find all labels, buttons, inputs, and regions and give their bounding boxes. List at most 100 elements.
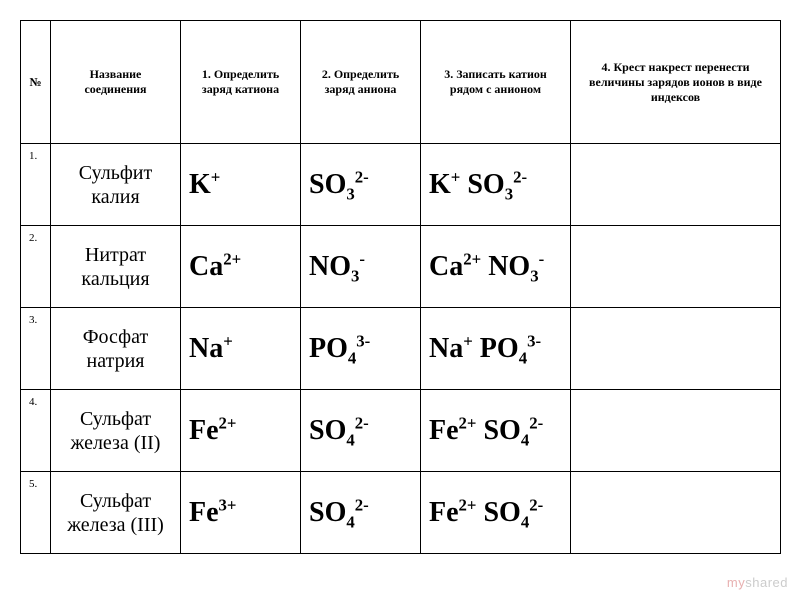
row-number: 2. (21, 226, 51, 308)
compound-name-line2: железа (III) (67, 514, 164, 536)
compound-name-line1: Нитрат (85, 244, 146, 266)
anion-cell: SO32- (301, 144, 421, 226)
pair-anion-charge: 2- (513, 167, 527, 186)
pair-anion-charge: 2- (529, 413, 543, 432)
pair-cell: K+ SO32- (421, 144, 571, 226)
pair-anion-base: SO (483, 415, 520, 446)
pair-cation-charge: 2+ (459, 413, 477, 432)
anion-base: PO (309, 333, 348, 364)
compound-name: Нитраткальция (51, 226, 181, 308)
cation-base: K (189, 169, 211, 200)
row-number: 5. (21, 472, 51, 554)
table-body: 1.СульфиткалияK+SO32-K+ SO32-2.Нитраткал… (21, 144, 781, 554)
compound-name-line2: калия (91, 186, 139, 208)
cation-charge: + (223, 331, 233, 350)
table-row: 1.СульфиткалияK+SO32-K+ SO32- (21, 144, 781, 226)
watermark: myshared (727, 575, 788, 590)
compound-name-line1: Сульфат (80, 408, 151, 430)
pair-anion-base: NO (488, 251, 530, 282)
cation-charge: 2+ (223, 249, 241, 268)
anion-charge: 2- (355, 495, 369, 514)
anion-subscript: 4 (346, 512, 354, 531)
cation-cell: Na+ (181, 308, 301, 390)
compound-name-line1: Фосфат (83, 326, 148, 348)
compound-name: Фосфатнатрия (51, 308, 181, 390)
cross-cell (571, 144, 781, 226)
table-row: 4.Сульфатжелеза (II)Fe2+SO42-Fe2+ SO42- (21, 390, 781, 472)
cation-base: Fe (189, 497, 219, 528)
pair-anion-subscript: 3 (505, 184, 513, 203)
header-name: Название соединения (51, 21, 181, 144)
cation-charge: 3+ (219, 495, 237, 514)
anion-subscript: 3 (346, 184, 354, 203)
pair-cation-charge: 2+ (463, 249, 481, 268)
anion-cell: SO42- (301, 472, 421, 554)
table-header: № Название соединения 1. Определить заря… (21, 21, 781, 144)
row-number: 3. (21, 308, 51, 390)
pair-anion-subscript: 4 (521, 430, 529, 449)
pair-cell: Fe2+ SO42- (421, 390, 571, 472)
pair-cation-charge: + (463, 331, 473, 350)
cation-base: Ca (189, 251, 223, 282)
row-number: 4. (21, 390, 51, 472)
anion-subscript: 4 (346, 430, 354, 449)
cation-cell: Ca2+ (181, 226, 301, 308)
pair-anion-subscript: 4 (521, 512, 529, 531)
cation-base: Fe (189, 415, 219, 446)
watermark-shared: shared (745, 575, 788, 590)
table-row: 2.НитраткальцияCa2+NO3-Ca2+ NO3- (21, 226, 781, 308)
pair-cation-charge: + (451, 167, 461, 186)
cross-cell (571, 226, 781, 308)
anion-base: SO (309, 497, 346, 528)
header-cation: 1. Определить заряд катиона (181, 21, 301, 144)
pair-cation-base: Fe (429, 497, 459, 528)
anion-cell: SO42- (301, 390, 421, 472)
header-cross: 4. Крест накрест перенести величины заря… (571, 21, 781, 144)
row-number: 1. (21, 144, 51, 226)
anion-subscript: 4 (348, 348, 356, 367)
cross-cell (571, 472, 781, 554)
anion-charge: 2- (355, 413, 369, 432)
anion-base: SO (309, 169, 346, 200)
compound-name-line2: железа (II) (71, 432, 161, 454)
anion-charge: 2- (355, 167, 369, 186)
pair-anion-subscript: 4 (519, 348, 527, 367)
table-row: 3.ФосфатнатрияNa+PO43-Na+ PO43- (21, 308, 781, 390)
compound-name-line1: Сульфит (79, 162, 152, 184)
cation-cell: K+ (181, 144, 301, 226)
compound-name: Сульфатжелеза (III) (51, 472, 181, 554)
anion-charge: - (359, 249, 365, 268)
pair-cation-base: Ca (429, 251, 463, 282)
pair-anion-charge: 3- (527, 331, 541, 350)
anion-base: SO (309, 415, 346, 446)
cation-charge: + (211, 167, 221, 186)
anion-subscript: 3 (351, 266, 359, 285)
pair-anion-subscript: 3 (530, 266, 538, 285)
cross-cell (571, 390, 781, 472)
compound-name-line1: Сульфат (80, 490, 151, 512)
pair-anion-base: SO (467, 169, 504, 200)
pair-cell: Fe2+ SO42- (421, 472, 571, 554)
pair-cation-base: Fe (429, 415, 459, 446)
table-row: 5.Сульфатжелеза (III)Fe3+SO42-Fe2+ SO42- (21, 472, 781, 554)
anion-cell: NO3- (301, 226, 421, 308)
header-anion: 2. Определить заряд аниона (301, 21, 421, 144)
anion-base: NO (309, 251, 351, 282)
anion-charge: 3- (356, 331, 370, 350)
pair-anion-charge: 2- (529, 495, 543, 514)
chemistry-table: № Название соединения 1. Определить заря… (20, 20, 781, 554)
header-pair: 3. Записать катион рядом с анионом (421, 21, 571, 144)
pair-anion-base: PO (480, 333, 519, 364)
cation-cell: Fe2+ (181, 390, 301, 472)
pair-cell: Na+ PO43- (421, 308, 571, 390)
pair-cation-charge: 2+ (459, 495, 477, 514)
cross-cell (571, 308, 781, 390)
pair-anion-base: SO (483, 497, 520, 528)
pair-cell: Ca2+ NO3- (421, 226, 571, 308)
pair-cation-base: K (429, 169, 451, 200)
anion-cell: PO43- (301, 308, 421, 390)
cation-cell: Fe3+ (181, 472, 301, 554)
header-num: № (21, 21, 51, 144)
cation-base: Na (189, 333, 223, 364)
compound-name: Сульфатжелеза (II) (51, 390, 181, 472)
